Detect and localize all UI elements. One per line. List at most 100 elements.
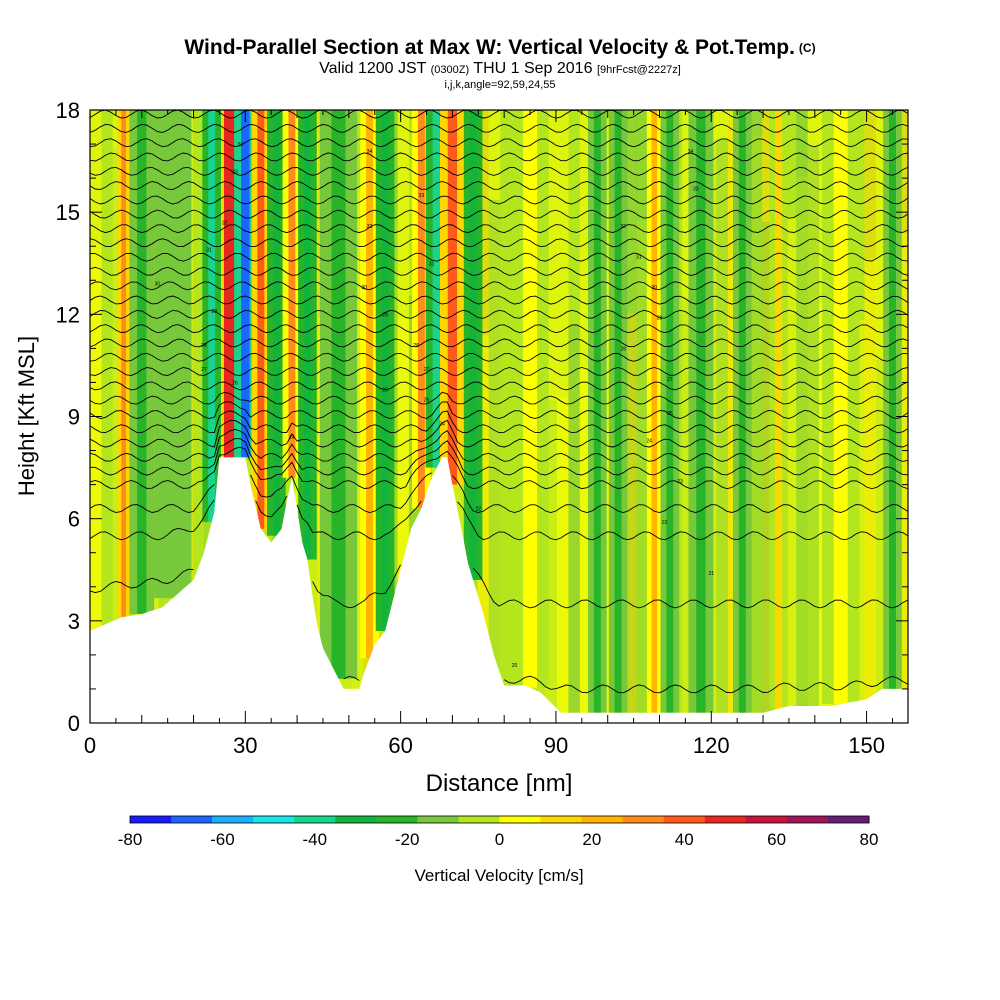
isentrope-line [90, 123, 908, 133]
colorbar-swatch [663, 816, 706, 823]
field-stripe [762, 110, 774, 723]
field-stripe [682, 300, 695, 723]
field-stripe [579, 366, 592, 723]
velocity-core [593, 110, 601, 713]
field-stripe [568, 325, 581, 723]
field-stripe [500, 110, 512, 723]
velocity-core [121, 110, 126, 618]
isentrope-line [90, 401, 908, 419]
velocity-core [523, 110, 538, 688]
y-axis-label: Height [Kft MSL] [14, 336, 39, 496]
isentrope-line [90, 295, 908, 305]
x-axis: 0 30 60 90 120 150 [84, 110, 893, 758]
field-stripe [203, 330, 216, 723]
colorbar-swatch [786, 816, 829, 823]
isentrope-line [90, 166, 908, 176]
isentrope-line [90, 181, 908, 191]
velocity-core [223, 110, 236, 458]
chart-title-text: Wind-Parallel Section at Max W: Vertical… [184, 36, 795, 59]
colorbar-swatch [499, 816, 542, 823]
colorbar-swatch [335, 816, 377, 823]
y-axis: 0 3 6 9 12 15 18 [56, 98, 908, 736]
contour-label: 33 [693, 186, 699, 192]
terrain-mask [90, 457, 908, 723]
isentrope-line [90, 391, 908, 405]
contour-label: 34 [367, 149, 373, 155]
contour-label: 26 [232, 380, 238, 386]
contour-label: 30 [155, 282, 161, 288]
contour-label: 21 [708, 571, 714, 577]
isentrope-line [90, 564, 908, 609]
field-stripe [602, 269, 615, 723]
colorbar-swatch [581, 816, 624, 823]
velocity-core [738, 110, 746, 713]
velocity-core [257, 110, 265, 529]
contour-label: 27 [201, 367, 207, 373]
field-stripe [796, 176, 809, 723]
contour-label: 34 [688, 149, 694, 155]
field-stripe [875, 360, 888, 723]
velocity-core [447, 110, 458, 485]
field-stripe [477, 110, 490, 723]
field-stripe [545, 110, 558, 723]
velocity-core [137, 110, 147, 615]
isentrope-line [90, 152, 908, 162]
colorbar-tick-label: -80 [118, 830, 143, 849]
x-axis-label: Distance [nm] [426, 770, 573, 797]
contour-label: 31 [636, 254, 642, 260]
contour-label: 29 [382, 312, 388, 318]
colorbar-tick-label: 60 [767, 830, 786, 849]
field-stripe [682, 110, 695, 723]
isentrope-line [90, 446, 908, 490]
valid-zulu: (0300Z) [430, 64, 470, 76]
isentrope-line [90, 238, 908, 248]
colorbar-tick-label: 0 [495, 830, 504, 849]
isentrope-line [90, 309, 908, 319]
field-stripe [556, 396, 569, 723]
contour-label: 34 [237, 142, 243, 148]
velocity-core [241, 110, 250, 458]
field-stripe [192, 110, 205, 723]
chart-title: Wind-Parallel Section at Max W: Vertical… [0, 36, 1000, 60]
x-tick-label: 60 [388, 733, 412, 758]
colorbar-swatch [171, 816, 213, 823]
contour-labels: 34 34 33 33 34 33 32 32 32 31 31 31 30 30 30 29 29 29 28 28… [155, 142, 715, 669]
contour-label: 28 [620, 346, 626, 352]
x-tick-label: 150 [848, 733, 885, 758]
field-stripe [477, 335, 490, 723]
isentrope-line [90, 438, 908, 476]
colorbar-tick-label: 40 [675, 830, 694, 849]
colorbar-tick-label: -40 [302, 830, 327, 849]
field-stripe [636, 110, 649, 723]
isentrope-line [90, 367, 908, 376]
valid-date: THU 1 Sep 2016 [473, 60, 593, 77]
isentrope-line [90, 266, 908, 276]
contour-label: 23 [677, 479, 683, 485]
field-stripe [625, 312, 638, 723]
colorbar-swatch [827, 816, 870, 823]
field-stripe [625, 110, 638, 723]
field-stripe [397, 110, 410, 723]
y-tick-label: 15 [56, 200, 80, 225]
field-stripe [716, 138, 729, 723]
x-tick-label: 30 [233, 733, 257, 758]
valid-time: Valid 1200 JST [319, 60, 427, 77]
velocity-core [417, 110, 425, 509]
velocity-core [272, 110, 280, 536]
field-stripe [556, 110, 569, 723]
colorbar-swatch [417, 816, 459, 823]
field-stripe [750, 136, 763, 723]
y-tick-label: 6 [68, 507, 80, 532]
field-stripe [875, 110, 888, 723]
x-tick-label: 0 [84, 733, 96, 758]
isentrope-line [90, 419, 908, 448]
colorbar-swatch [294, 816, 336, 823]
field-stripe [898, 232, 908, 723]
contour-label: 22 [662, 520, 668, 526]
colorbar-swatch [458, 816, 500, 823]
field-stripe [101, 280, 114, 723]
field-stripe [716, 110, 729, 723]
isentrope-line [90, 352, 908, 362]
colorbar-swatch [130, 816, 172, 823]
